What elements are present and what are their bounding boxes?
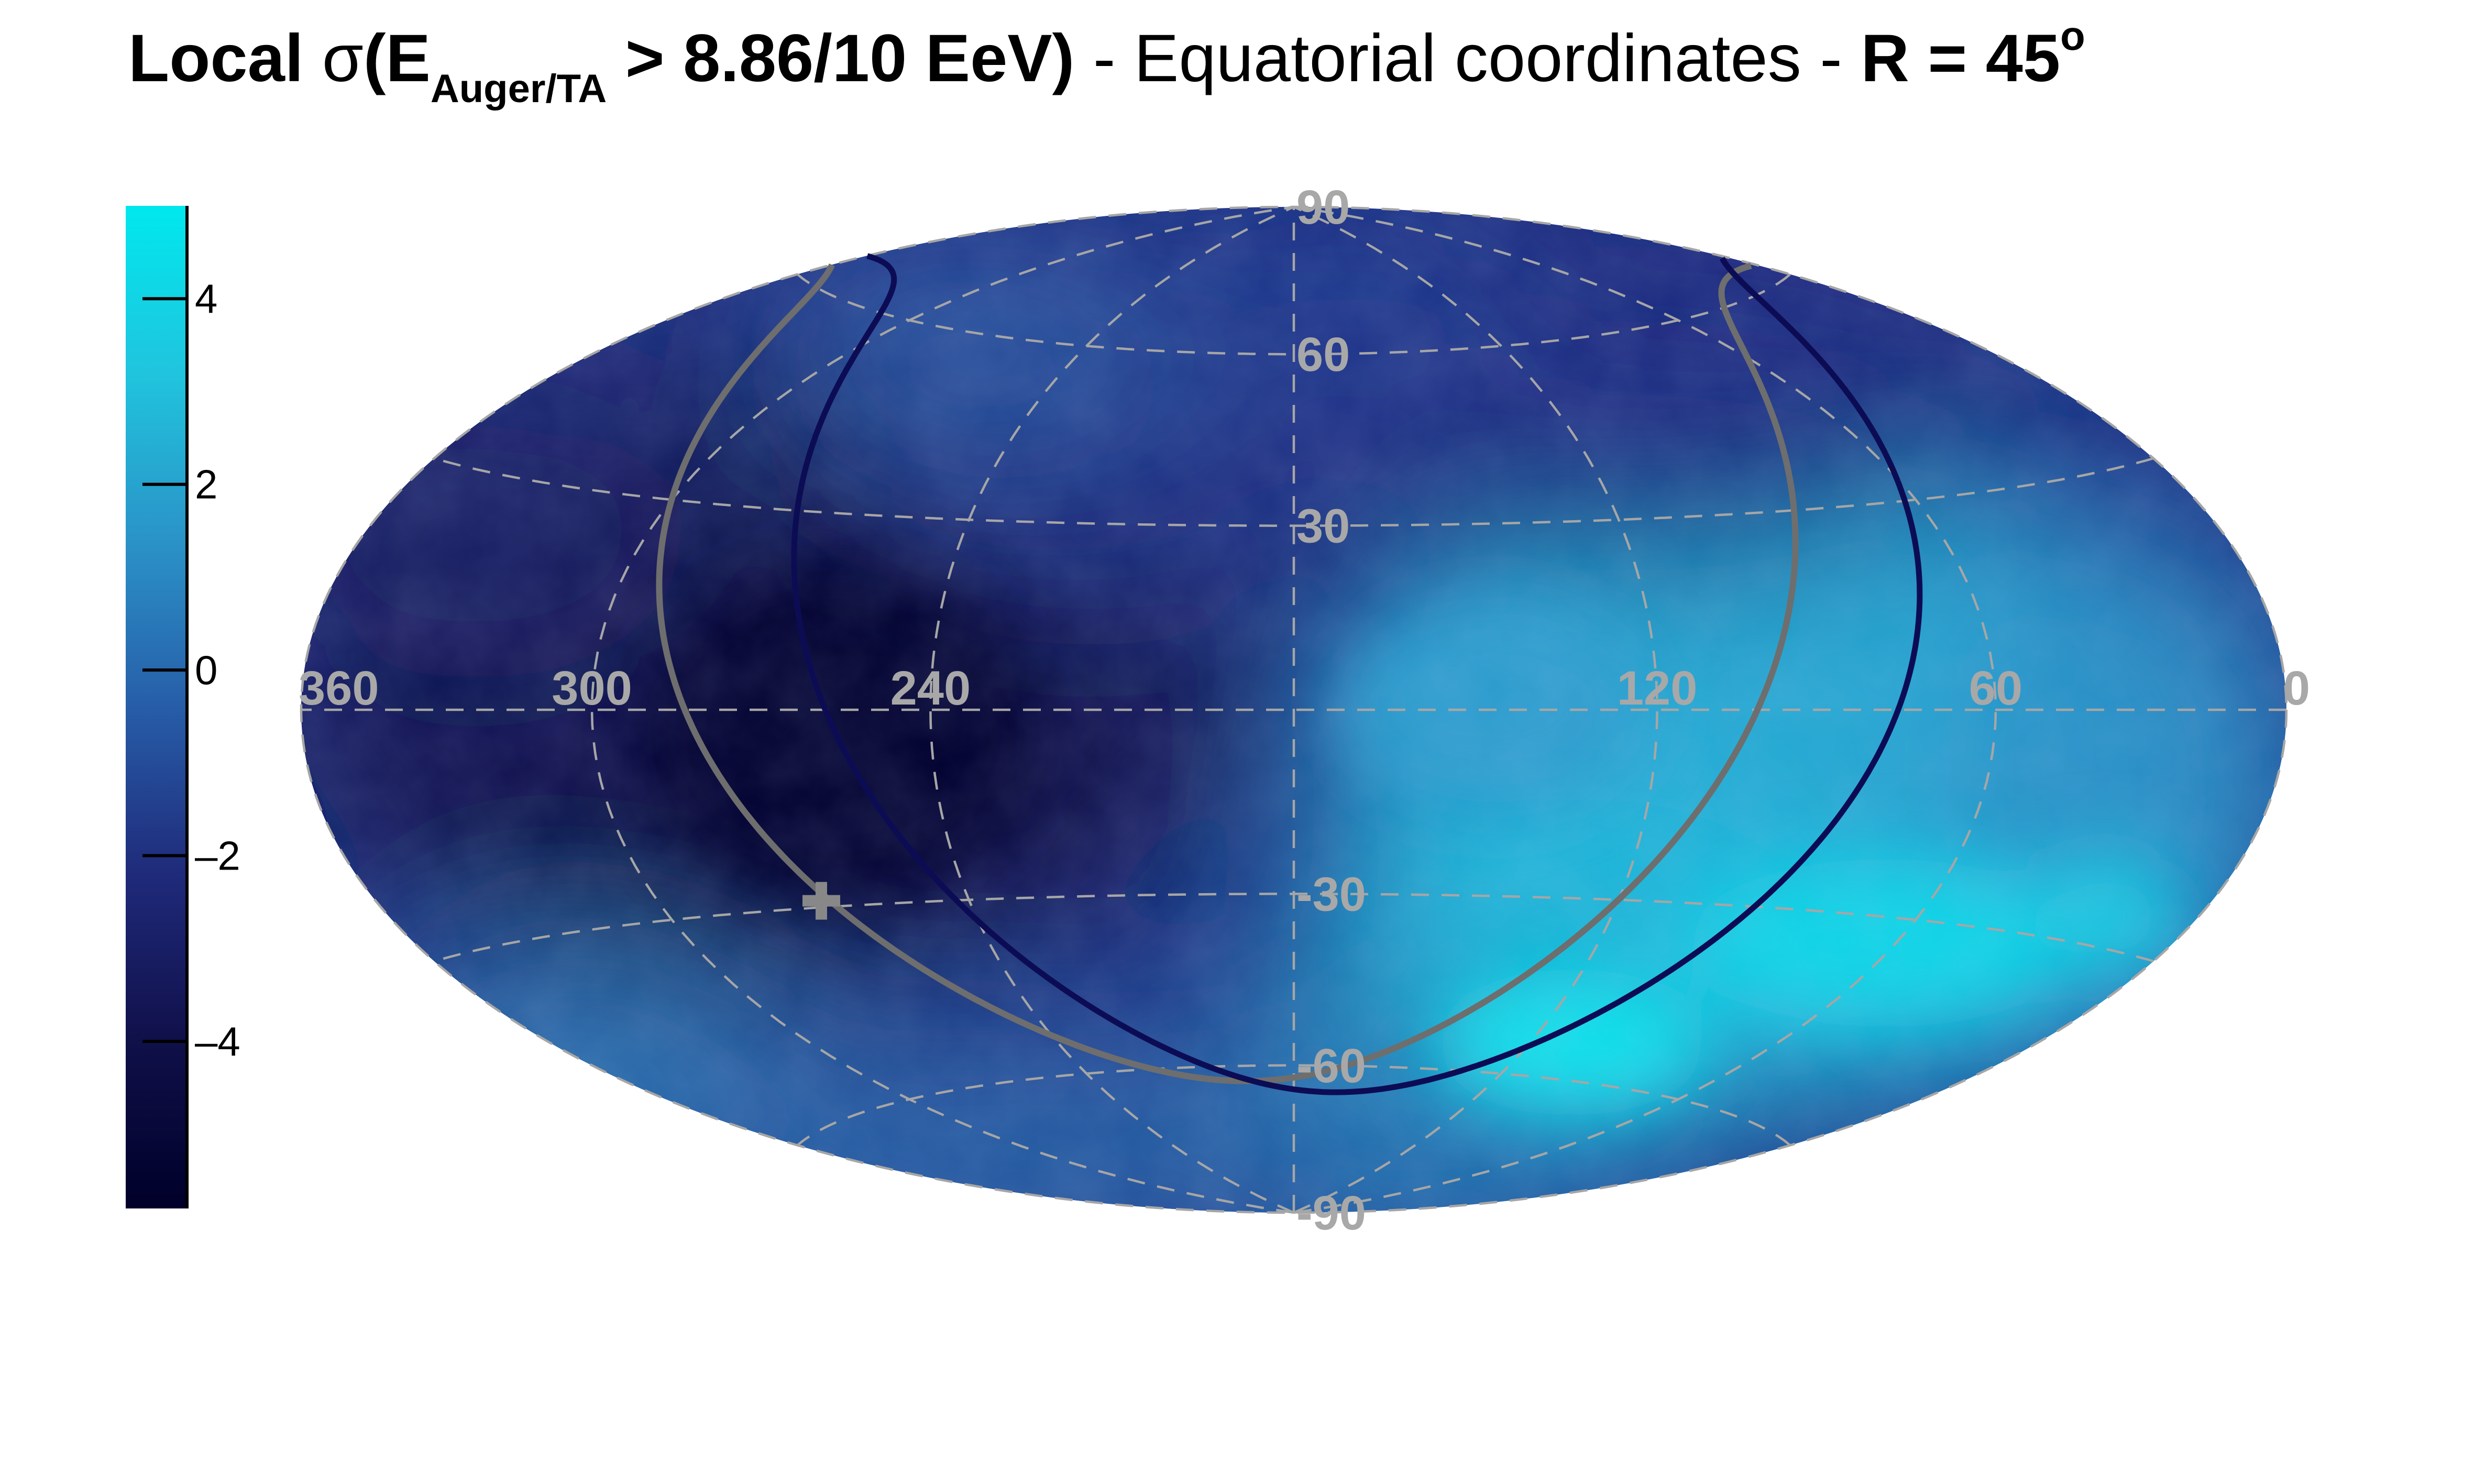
exposure-boundary-curve [791, 253, 1923, 1095]
ra-gridline [590, 205, 1294, 1214]
skymap-heatmap [301, 207, 2286, 1213]
colorbar-tick-label: –4 [195, 1018, 240, 1064]
dec-tick-label: -60 [1296, 1039, 1366, 1093]
title-subscript: Auger/TA [430, 67, 607, 111]
colorbar: 4 2 0 –2 –4 [126, 206, 240, 1208]
title-coordinates: - Equatorial coordinates - [1074, 21, 1861, 96]
ra-tick-label: 120 [1617, 662, 1698, 715]
title-energy-threshold: > 8.86/10 EeV) [607, 21, 1075, 96]
chart-title: Local σ(EAuger/TA > 8.86/10 EeV) - Equat… [128, 12, 2085, 113]
dec-gridline [434, 457, 2154, 527]
title-local: Local [128, 21, 304, 96]
colorbar-tick-label: 4 [195, 276, 217, 322]
coordinate-grid [300, 205, 2288, 1214]
title-energy-open: (E [363, 21, 431, 96]
colorbar-ticks: 4 2 0 –2 –4 [142, 206, 240, 1208]
title-radius: R = 45 [1861, 21, 2061, 96]
marker-cross-v [815, 882, 827, 920]
colorbar-tick-label: 2 [195, 461, 217, 508]
colorbar-fill [126, 206, 187, 1208]
ra-tick-label: 300 [552, 662, 632, 715]
overlay-curves [656, 253, 1923, 1095]
title-sigma: σ [322, 21, 364, 96]
dec-tick-label: -90 [1296, 1186, 1366, 1240]
ra-gridline [1293, 205, 1658, 1214]
ra-tick-label: 60 [1969, 662, 2022, 715]
colorbar-tick-label: –2 [195, 833, 240, 879]
ra-tick-label: 0 [2283, 662, 2310, 715]
dec-tick-label: 90 [1296, 181, 1350, 234]
ra-tick-label: 240 [890, 662, 971, 715]
dec-tick-label: -30 [1296, 867, 1366, 921]
source-marker [802, 882, 840, 920]
dec-axis-labels: 90 60 30 -30 -60 -90 [1296, 181, 1366, 1240]
ra-tick-label: 360 [299, 662, 379, 715]
ra-gridline [1293, 205, 1997, 1214]
ra-gridline [929, 205, 1294, 1214]
ra-axis-labels: 360 300 240 120 60 0 [299, 662, 2310, 715]
galactic-plane-curve [656, 262, 1799, 1084]
dec-tick-label: 30 [1296, 500, 1350, 553]
dec-tick-label: 60 [1296, 328, 1350, 381]
title-degree: o [2060, 13, 2085, 59]
colorbar-tick-label: 0 [195, 647, 217, 693]
